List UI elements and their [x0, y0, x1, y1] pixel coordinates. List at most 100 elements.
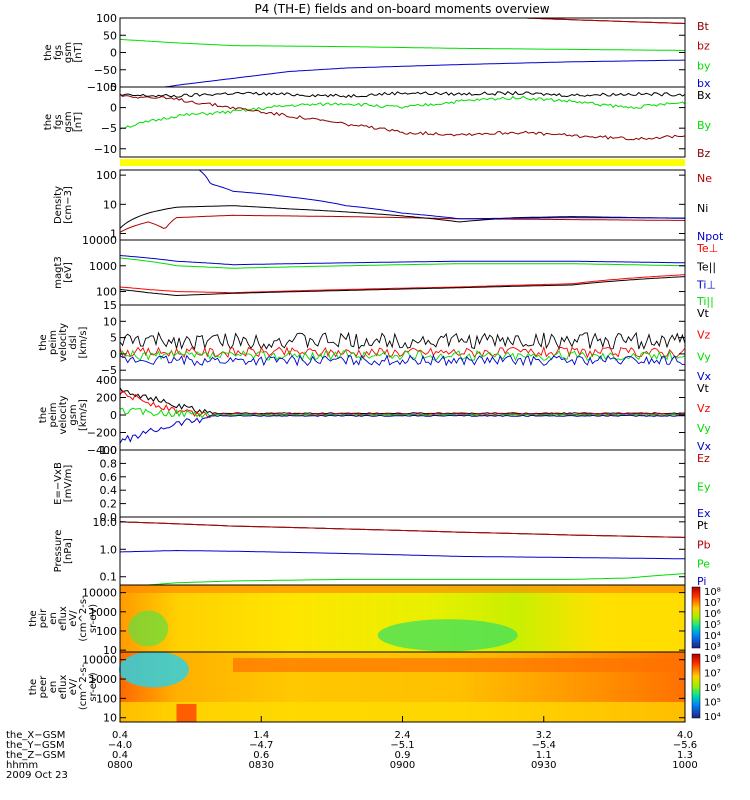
y-tick-label: 0 — [110, 47, 117, 60]
panel-frame — [119, 169, 686, 241]
legend-entry-p5: Vz — [697, 402, 711, 415]
series-line-p3-2 — [119, 255, 685, 266]
y-tick-label: −5 — [101, 364, 117, 377]
y-tick-label: 10000 — [82, 587, 117, 600]
y-tick-label: 100 — [96, 286, 117, 299]
y-axis-label: peim — [48, 402, 59, 427]
series-line-p7-0 — [119, 521, 685, 538]
panel-p6: 1.00.80.60.40.20.0 E=−VxB [mV/m] Ez Ey Ex — [53, 444, 711, 524]
colorbar-tick-label: 10³ — [704, 642, 721, 653]
x-annotation-value: −5.4 — [532, 740, 556, 751]
yellow-flag-bar — [120, 159, 685, 166]
series-line-p4-2 — [119, 349, 686, 362]
colorbar-tick-label: 10⁴ — [704, 631, 721, 642]
colorbar-tick-label: 10⁸ — [704, 587, 721, 598]
legend-entry-p3: Te|| — [696, 260, 716, 273]
y-axis-label: [nPa] — [63, 538, 74, 564]
y-tick-label: 1000 — [89, 260, 117, 273]
panel-p3: 10000 1000 100 magt3 [eV] Te⊥ Te|| Ti⊥ Ti|| — [53, 234, 718, 308]
series-line-p3-1 — [119, 276, 686, 297]
panel-p1: 5 0 −5 −10 the fgs gsm [nT] Bx By Bz — [43, 81, 712, 160]
series-line-p1-0 — [119, 90, 686, 99]
x-annotation-value: 2.4 — [395, 730, 411, 741]
colorbar-tick-label: 10⁵ — [704, 698, 721, 709]
series-line-p1-2 — [119, 94, 686, 141]
y-tick-label: 10 — [103, 644, 117, 657]
y-axis-label: sr-eV) — [88, 672, 99, 701]
legend-entry-p7: Pt — [697, 519, 709, 532]
y-tick-label: 5 — [110, 332, 117, 345]
y-tick-label: 0 — [110, 348, 117, 361]
y-axis-label: Pressure — [53, 530, 64, 573]
y-tick-label: 1000 — [89, 606, 117, 619]
legend-entry-p4: Vz — [697, 329, 711, 342]
y-tick-label: 1000 — [89, 673, 117, 686]
y-tick-label: 100 — [96, 169, 117, 182]
series-line-p1-1 — [119, 95, 686, 130]
x-annotation-value: −5.6 — [673, 740, 697, 751]
series-line-p3-3 — [119, 257, 686, 269]
legend-entry-p7: Pi — [697, 575, 706, 588]
y-axis-label: E=−VxB — [53, 462, 64, 505]
series-line-p7-1 — [119, 521, 685, 538]
series-line-p3-0 — [119, 274, 686, 294]
series-line-p2-0 — [119, 214, 686, 233]
y-axis-label: [km/s] — [78, 399, 89, 431]
y-tick-label: 0 — [110, 102, 117, 115]
series-line-p4-1 — [119, 345, 686, 359]
y-tick-label: 10000 — [82, 654, 117, 667]
y-tick-label: 5 — [110, 81, 117, 94]
y-tick-label: −100 — [87, 81, 117, 94]
y-axis-label: gsm — [68, 404, 79, 425]
figure-title: P4 (TH-E) fields and on-board moments ov… — [254, 2, 549, 16]
y-axis-label: [nT] — [73, 42, 84, 62]
x-annotation-value: 1.4 — [253, 730, 269, 741]
legend-entry-p5: Vt — [697, 382, 710, 395]
series-line-p0-1 — [120, 17, 686, 24]
x-annotation-value: 4.0 — [677, 730, 693, 741]
y-tick-label: 1.0 — [100, 543, 118, 556]
y-tick-label: 1 — [110, 228, 117, 241]
y-tick-label: 10.0 — [93, 516, 118, 529]
panel-p9: 10⁸ 10⁷ 10⁶ 10⁵ 10⁴ 10000 1000 100 10 the peer en ef… — [28, 651, 721, 725]
y-tick-label: 10 — [103, 198, 117, 211]
spectrogram-feature — [120, 585, 685, 593]
legend-entry-p0: bz — [697, 40, 710, 53]
y-tick-label: 0.2 — [100, 498, 118, 511]
spectrogram-feature — [233, 658, 685, 672]
panel-frame — [119, 239, 686, 306]
panel-p0: 100 50 0 −50 −100 the fgs gsm [nT] Bt bz by bx — [43, 12, 711, 94]
x-annotation-value: 0.4 — [112, 730, 128, 741]
series-line-p5-2 — [119, 407, 686, 419]
x-annotation-value: 0900 — [390, 760, 415, 771]
colorbar-tick-label: 10⁶ — [704, 683, 721, 694]
legend-entry-p2: Npot — [697, 230, 724, 243]
y-axis-label: the — [28, 679, 39, 695]
y-axis-label: [cm−3] — [63, 186, 74, 224]
y-axis-label: eV/ — [68, 678, 79, 695]
legend-entry-p2: Ne — [697, 172, 712, 185]
y-axis-label: magt3 — [53, 256, 64, 289]
legend-entry-p3: Ti|| — [696, 295, 714, 308]
y-axis-label: gsm — [63, 111, 74, 132]
y-tick-label: 400 — [96, 374, 117, 387]
y-tick-label: 0.0 — [100, 511, 118, 524]
spectrogram-feature — [118, 651, 189, 688]
spectrogram-feature — [176, 704, 197, 722]
series-line-p0-2 — [119, 38, 685, 51]
y-tick-label: 10 — [103, 712, 117, 725]
panel-frame — [119, 449, 686, 518]
colorbar-tick-label: 10⁷ — [704, 598, 721, 609]
y-tick-label: −400 — [87, 444, 117, 457]
x-annotation-value: 1.3 — [677, 750, 693, 761]
legend-entry-p3: Ti⊥ — [696, 279, 716, 292]
y-tick-label: 200 — [96, 392, 117, 405]
y-axis-label: velocity — [58, 323, 69, 362]
y-axis-label: the — [28, 610, 39, 626]
y-axis-label: [nT] — [73, 112, 84, 132]
series-line-p0-3 — [120, 59, 685, 88]
series-line-p2-2 — [199, 170, 685, 220]
